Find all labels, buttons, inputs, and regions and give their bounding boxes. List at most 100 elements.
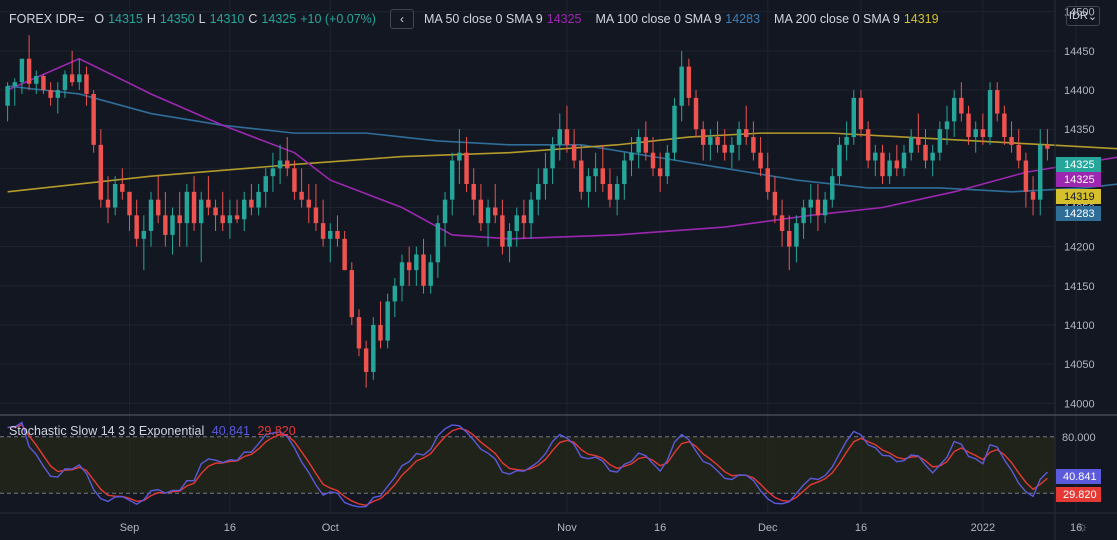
- candle-body: [48, 90, 53, 98]
- stochastic-band: [0, 436, 1055, 494]
- candle-body: [77, 74, 82, 83]
- candle-body: [736, 129, 742, 145]
- y-tick-label: 14000: [1064, 398, 1095, 410]
- candle-body: [442, 199, 448, 224]
- candle-body: [277, 160, 283, 169]
- candle-body: [105, 199, 111, 208]
- candle-body: [227, 215, 233, 224]
- candle-body: [880, 152, 885, 177]
- candle-body: [600, 168, 606, 185]
- candle-body: [894, 160, 900, 169]
- currency-button[interactable]: IDR ⌄: [1066, 6, 1100, 26]
- candle-body: [127, 191, 132, 216]
- candle-body: [607, 184, 613, 200]
- stochastic-label[interactable]: Stochastic Slow 14 3 3 Exponential: [9, 424, 205, 438]
- y-tick-label: 14200: [1064, 242, 1095, 254]
- candle-body: [263, 176, 268, 192]
- candle-body: [141, 230, 147, 239]
- x-tick-label: 16: [1070, 522, 1082, 534]
- x-tick-label: Dec: [758, 522, 778, 534]
- candle-body: [564, 129, 570, 145]
- candle-body: [579, 160, 584, 192]
- candle-body: [292, 168, 297, 192]
- candle-body: [772, 191, 778, 216]
- candle-body: [242, 199, 247, 220]
- candlestick-series: [5, 35, 1050, 388]
- ma200-label[interactable]: MA 200 close 0 SMA 9: [774, 12, 900, 26]
- candle-body: [614, 184, 620, 200]
- ma50-label[interactable]: MA 50 close 0 SMA 9: [423, 12, 543, 26]
- candle-body: [959, 97, 964, 114]
- x-tick-label: Oct: [322, 522, 339, 534]
- candle-body: [184, 191, 190, 224]
- candle-body: [485, 207, 491, 224]
- candle-body: [629, 152, 634, 161]
- candle-body: [557, 129, 562, 145]
- candle-body: [758, 152, 763, 169]
- x-tick-label: Sep: [120, 522, 140, 534]
- candle-body: [392, 285, 398, 302]
- candle-body: [1009, 137, 1014, 145]
- candle-body: [801, 207, 806, 224]
- candle-body: [371, 324, 376, 372]
- candle-body: [851, 97, 857, 138]
- stochastic-d-box: [1056, 487, 1101, 502]
- candle-body: [406, 262, 412, 271]
- candle-body: [672, 105, 677, 153]
- candle-body: [873, 152, 878, 161]
- candle-body: [994, 90, 1000, 114]
- stochastic-header: Stochastic Slow 14 3 3 Exponential 40.84…: [9, 424, 296, 438]
- candle-body: [543, 168, 548, 185]
- candle-body: [700, 129, 706, 145]
- candle-body: [34, 75, 39, 84]
- candle-body: [335, 230, 340, 239]
- gear-icon[interactable]: ☼: [1076, 518, 1089, 534]
- stochastic-d-value: 29.820: [257, 424, 296, 438]
- symbol-name[interactable]: FOREX IDR=: [9, 12, 85, 26]
- candle-body: [973, 129, 978, 138]
- candle-body: [206, 199, 211, 208]
- candle-body: [787, 230, 792, 247]
- stochastic-k-label: 40.841: [1063, 471, 1097, 483]
- candle-body: [987, 90, 993, 138]
- y-tick-label: 14100: [1064, 320, 1095, 332]
- candle-body: [822, 199, 828, 216]
- candle-body: [285, 160, 290, 169]
- ma100-label[interactable]: MA 100 close 0 SMA 9: [595, 12, 722, 26]
- candle-body: [5, 86, 10, 106]
- candle-body: [306, 199, 312, 208]
- candle-body: [636, 137, 641, 153]
- candle-body: [679, 66, 684, 106]
- candle-body: [751, 137, 756, 153]
- high-value: 14350: [159, 12, 195, 26]
- candle-body: [435, 223, 441, 263]
- candle-body: [26, 58, 32, 84]
- candle-body: [177, 215, 182, 224]
- candle-body: [313, 207, 319, 224]
- candle-body: [815, 199, 821, 216]
- change-value: +10 (+0.07%): [300, 12, 376, 26]
- open-value: 14315: [108, 12, 143, 26]
- candle-body: [901, 152, 907, 169]
- candle-body: [234, 215, 240, 220]
- candle-body: [12, 82, 17, 87]
- candle-body: [378, 324, 383, 341]
- candle-body: [916, 137, 921, 145]
- chevron-left-icon[interactable]: ‹: [389, 9, 414, 29]
- legend-header: FOREX IDR= O 14315 H 14350 L 14310 C 14325 +…: [9, 9, 943, 29]
- y-tick-label: 14450: [1064, 46, 1095, 58]
- candle-body: [220, 215, 225, 224]
- price-label-box: [1056, 206, 1101, 221]
- price-label-box: [1056, 189, 1101, 204]
- candle-body: [593, 168, 598, 177]
- candle-body: [830, 176, 835, 200]
- price-label: 14283: [1064, 208, 1095, 220]
- candle-body: [908, 137, 914, 153]
- candle-body: [966, 113, 971, 138]
- x-tick-label: Nov: [557, 522, 577, 534]
- candle-body: [528, 199, 534, 224]
- candle-body: [363, 348, 369, 372]
- ma50-value: 14325: [546, 12, 582, 26]
- candle-body: [414, 254, 419, 271]
